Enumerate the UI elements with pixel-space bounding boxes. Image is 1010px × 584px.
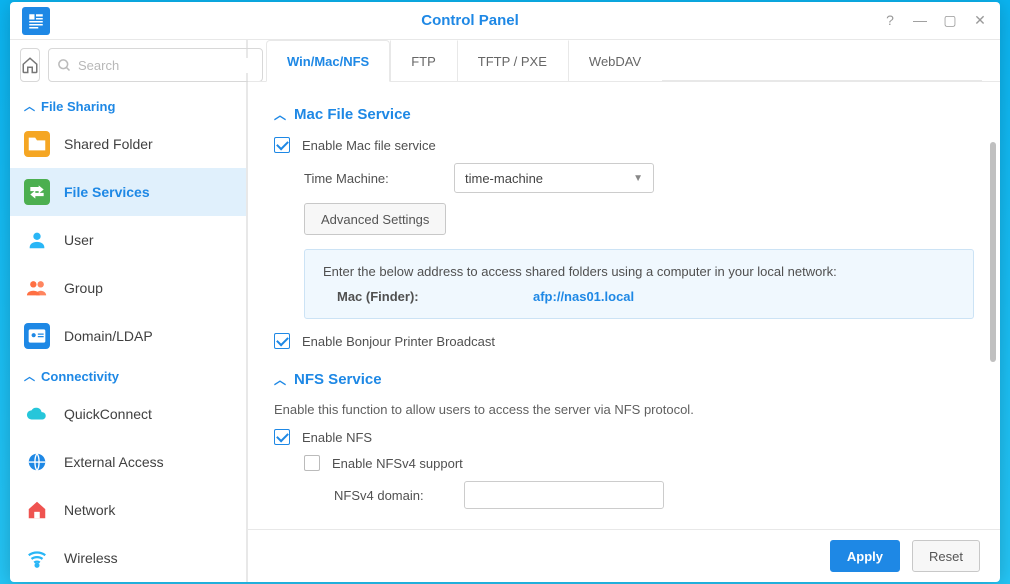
sidebar-item-file-services[interactable]: File Services <box>10 168 246 216</box>
enable-nfs-label: Enable NFS <box>302 430 372 445</box>
sidebar-item-quickconnect[interactable]: QuickConnect <box>10 390 246 438</box>
user-icon <box>24 227 50 253</box>
sidebar-list: ︿File SharingShared FolderFile ServicesU… <box>10 90 246 582</box>
sidebar-item-user[interactable]: User <box>10 216 246 264</box>
cloud-icon <box>24 401 50 427</box>
main-panel: Win/Mac/NFSFTPTFTP / PXEWebDAV ︿ Mac Fil… <box>248 40 1000 582</box>
folder-icon <box>24 131 50 157</box>
afp-info-box: Enter the below address to access shared… <box>304 249 974 319</box>
enable-mac-checkbox[interactable] <box>274 137 290 153</box>
sidebar-item-wireless[interactable]: Wireless <box>10 534 246 582</box>
window-title: Control Panel <box>58 12 882 29</box>
scrollbar[interactable] <box>990 142 996 362</box>
nfs-section-title: NFS Service <box>294 371 382 388</box>
chevron-up-icon: ︿ <box>274 106 286 123</box>
mac-section-header[interactable]: ︿ Mac File Service <box>274 106 974 123</box>
sidebar-item-network[interactable]: Network <box>10 486 246 534</box>
control-panel-window: Control Panel ? — ▢ ✕ ︿File SharingShare… <box>10 2 1000 582</box>
nfsv4-checkbox[interactable] <box>304 455 320 471</box>
globe-icon <box>24 449 50 475</box>
time-machine-value: time-machine <box>465 171 543 186</box>
group-icon <box>24 275 50 301</box>
search-icon <box>57 58 72 73</box>
sidebar: ︿File SharingShared FolderFile ServicesU… <box>10 40 248 582</box>
enable-nfs-checkbox[interactable] <box>274 429 290 445</box>
nfsv4-domain-input[interactable] <box>464 481 664 509</box>
afp-url: afp://nas01.local <box>533 289 634 304</box>
enable-mac-label: Enable Mac file service <box>302 138 436 153</box>
sidebar-section-header[interactable]: ︿File Sharing <box>10 90 246 120</box>
time-machine-label: Time Machine: <box>304 171 454 186</box>
help-icon[interactable]: ? <box>882 12 898 29</box>
nfs-section-header[interactable]: ︿ NFS Service <box>274 371 974 388</box>
sidebar-section-header[interactable]: ︿Connectivity <box>10 360 246 390</box>
bonjour-checkbox[interactable] <box>274 333 290 349</box>
search-input[interactable] <box>78 58 254 73</box>
afp-info-label: Mac (Finder): <box>323 289 533 304</box>
tab-webdav[interactable]: WebDAV <box>568 40 662 81</box>
mac-section-title: Mac File Service <box>294 106 411 123</box>
sidebar-item-domain-ldap[interactable]: Domain/LDAP <box>10 312 246 360</box>
house-icon <box>24 497 50 523</box>
footer-bar: Apply Reset <box>248 529 1000 582</box>
chevron-up-icon: ︿ <box>274 371 286 388</box>
sidebar-item-external-access[interactable]: External Access <box>10 438 246 486</box>
app-icon <box>22 7 50 35</box>
tab-win-mac-nfs[interactable]: Win/Mac/NFS <box>266 40 390 82</box>
titlebar: Control Panel ? — ▢ ✕ <box>10 2 1000 40</box>
search-field[interactable] <box>48 48 263 82</box>
wifi-icon <box>24 545 50 571</box>
tab-tftp-pxe[interactable]: TFTP / PXE <box>457 40 568 81</box>
chevron-up-icon: ︿ <box>24 368 35 384</box>
tab-ftp[interactable]: FTP <box>390 40 457 81</box>
minimize-icon[interactable]: — <box>912 12 928 29</box>
maximize-icon[interactable]: ▢ <box>942 12 958 29</box>
chevron-down-icon: ▼ <box>633 173 643 184</box>
reset-button[interactable]: Reset <box>912 540 980 572</box>
content-area: ︿ Mac File Service Enable Mac file servi… <box>248 82 1000 529</box>
afp-info-text: Enter the below address to access shared… <box>323 264 955 279</box>
nfs-description: Enable this function to allow users to a… <box>274 402 974 417</box>
card-icon <box>24 323 50 349</box>
nfsv4-label: Enable NFSv4 support <box>332 456 463 471</box>
sidebar-item-shared-folder[interactable]: Shared Folder <box>10 120 246 168</box>
bonjour-label: Enable Bonjour Printer Broadcast <box>302 334 495 349</box>
apply-button[interactable]: Apply <box>830 540 900 572</box>
sidebar-item-group[interactable]: Group <box>10 264 246 312</box>
close-icon[interactable]: ✕ <box>972 12 988 29</box>
time-machine-select[interactable]: time-machine ▼ <box>454 163 654 193</box>
arrows-icon <box>24 179 50 205</box>
nfsv4-domain-label: NFSv4 domain: <box>334 488 464 503</box>
tab-bar: Win/Mac/NFSFTPTFTP / PXEWebDAV <box>248 40 1000 82</box>
home-button[interactable] <box>20 48 40 82</box>
chevron-up-icon: ︿ <box>24 98 35 114</box>
window-controls: ? — ▢ ✕ <box>882 12 988 29</box>
advanced-settings-button[interactable]: Advanced Settings <box>304 203 446 235</box>
home-icon <box>21 56 39 74</box>
